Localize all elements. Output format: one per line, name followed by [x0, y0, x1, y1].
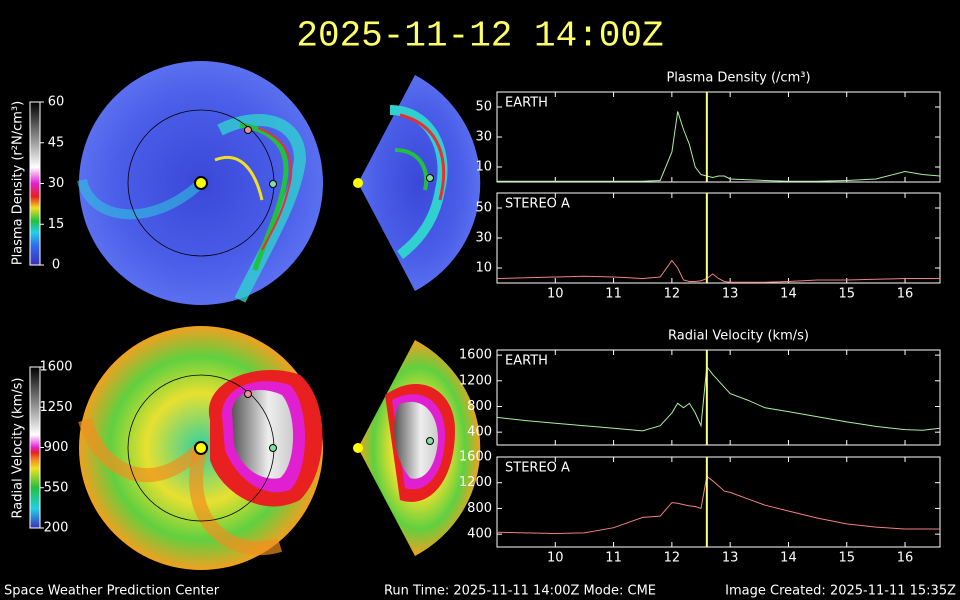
legend-label: EARTH: [505, 96, 548, 111]
plot-frame: [496, 349, 941, 446]
colorbar-tick-label: 15: [48, 217, 65, 232]
colorbar-tick-label: 550: [44, 480, 69, 495]
colorbar-label: Plasma Density (r²N/cm³): [11, 101, 26, 265]
y-tick-label: 10: [475, 261, 492, 276]
x-tick-label: 10: [547, 551, 564, 566]
series-line: [496, 259, 940, 283]
colorbar-tick-label: 1600: [39, 360, 72, 375]
colorbar-tick-label: 1250: [39, 400, 72, 415]
y-tick-label: 30: [475, 231, 492, 246]
legend-label: STEREO A: [505, 461, 570, 476]
x-tick-label: 10: [547, 287, 564, 302]
y-tick-label: 400: [467, 425, 492, 440]
density-map: [77, 61, 481, 305]
colorbar: [29, 366, 41, 529]
legend-label: EARTH: [505, 354, 548, 369]
x-tick-label: 16: [897, 287, 914, 302]
plot-title: Plasma Density (/cm³): [666, 71, 810, 86]
title: 2025-11-12 14:00Z: [296, 16, 663, 57]
x-tick-label: 14: [780, 551, 797, 566]
x-tick-label: 13: [722, 287, 739, 302]
x-tick-label: 13: [722, 551, 739, 566]
y-tick-label: 50: [475, 201, 492, 216]
plot-title: Radial Velocity (km/s): [668, 329, 809, 344]
x-tick-label: 11: [605, 551, 622, 566]
y-tick-label: 800: [467, 501, 492, 516]
series-line: [496, 475, 940, 535]
velocity-map: [78, 326, 481, 570]
y-tick-label: 1200: [459, 475, 492, 490]
y-tick-label: 10: [475, 160, 492, 175]
colorbar-label: Radial Velocity (km/s): [11, 378, 26, 519]
footer-center: Run Time: 2025-11-11 14:00Z Mode: CME: [384, 584, 656, 599]
x-tick-label: 16: [897, 551, 914, 566]
x-tick-label: 15: [838, 551, 855, 566]
footer-left: Space Weather Prediction Center: [4, 584, 220, 599]
legend-label: STEREO A: [505, 197, 570, 212]
x-tick-label: 15: [838, 287, 855, 302]
colorbar-tick-label: 60: [48, 95, 65, 110]
series-line: [496, 365, 941, 432]
series-line: [497, 111, 941, 182]
x-tick-label: 11: [605, 287, 622, 302]
y-tick-label: 1600: [459, 348, 492, 363]
colorbar-tick-label: 0: [52, 258, 60, 273]
plot-frame: [496, 456, 941, 548]
y-tick-label: 1200: [459, 373, 492, 388]
colorbar: [29, 101, 41, 266]
footer-right: Image Created: 2025-11-11 15:35Z: [725, 584, 956, 599]
y-tick-label: 50: [475, 100, 492, 115]
colorbar-tick-label: 200: [44, 521, 69, 536]
y-tick-label: 800: [467, 399, 492, 414]
x-tick-label: 12: [664, 287, 681, 302]
colorbar-tick-label: 900: [44, 440, 69, 455]
x-tick-label: 12: [664, 551, 681, 566]
y-tick-label: 400: [467, 527, 492, 542]
colorbar-tick-label: 30: [48, 176, 65, 191]
x-tick-label: 14: [780, 287, 797, 302]
y-tick-label: 30: [475, 130, 492, 145]
plot-frame: [496, 91, 941, 183]
y-tick-label: 1600: [459, 450, 492, 465]
colorbar-tick-label: 45: [48, 135, 65, 150]
